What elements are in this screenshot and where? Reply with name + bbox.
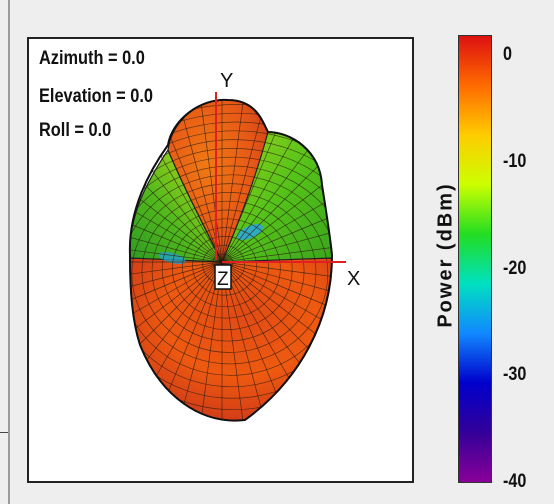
z-axis-marker — [214, 264, 232, 290]
colorbar-title: Power (dBm) — [434, 182, 457, 328]
colorbar-tick-label: -30 — [503, 364, 527, 386]
azimuth-readout: Azimuth = 0.0 — [39, 48, 145, 69]
roll-readout: Roll = 0.0 — [39, 120, 112, 141]
z-axis-label: Z — [217, 269, 229, 290]
window-edge — [8, 0, 10, 504]
axis-lines — [215, 92, 346, 263]
pattern-surface — [128, 98, 334, 422]
y-axis-label: Y — [220, 70, 233, 92]
colorbar-tick-label: 0 — [503, 44, 512, 66]
null-region-left — [158, 251, 186, 265]
colorbar-tick-label: -10 — [503, 151, 527, 172]
edge-tick-mark — [0, 432, 8, 433]
x-axis-label: X — [347, 268, 360, 290]
colorbar — [458, 35, 492, 483]
colorbar-tick-label: -40 — [503, 471, 527, 492]
elevation-readout: Elevation = 0.0 — [39, 86, 153, 107]
colorbar-tick-label: -20 — [503, 257, 527, 279]
wireframe-mesh — [129, 99, 332, 421]
pattern-outline — [128, 98, 334, 422]
